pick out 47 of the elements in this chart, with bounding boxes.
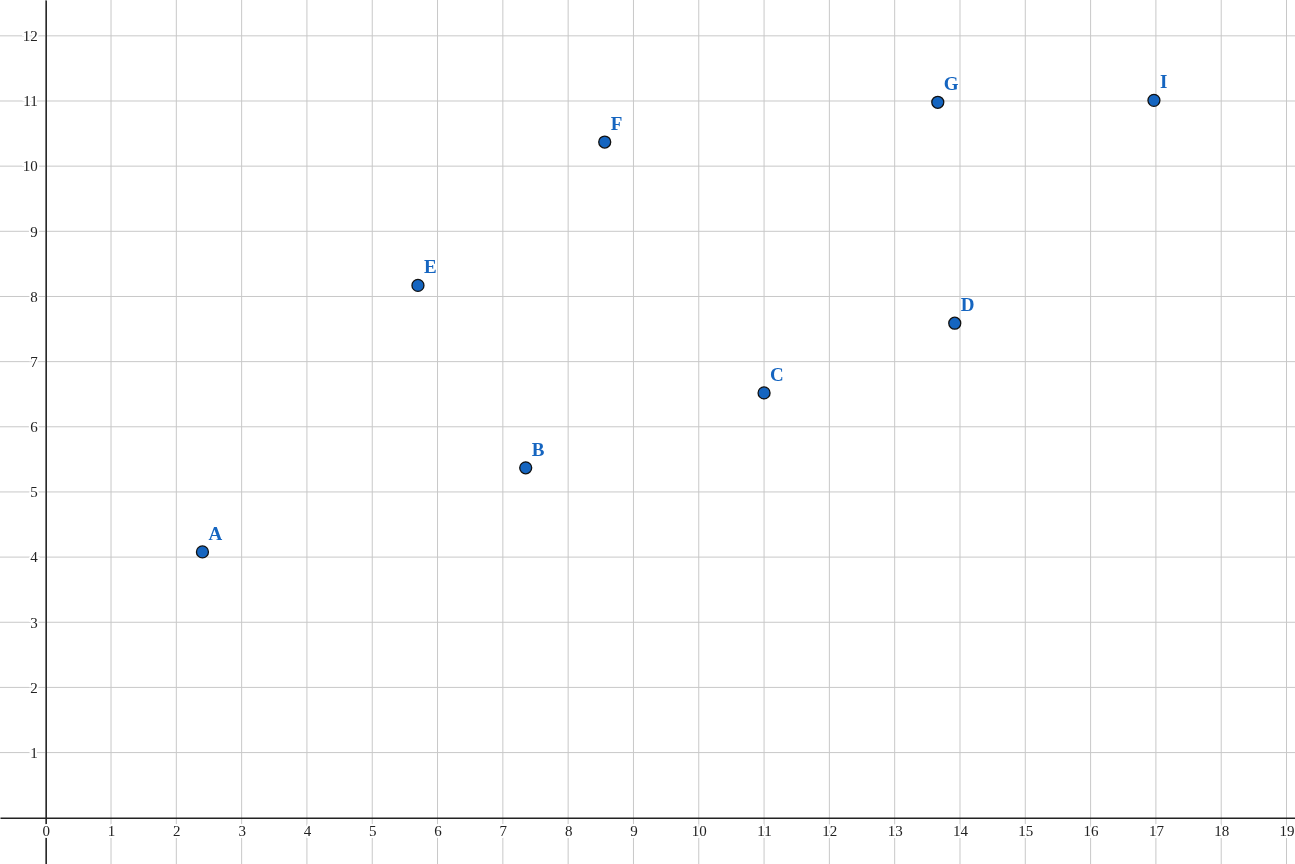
annotation: C [770, 363, 784, 385]
x-tick-label: 9 [630, 823, 638, 840]
x-tick-label: 4 [303, 823, 312, 840]
point [598, 135, 612, 149]
annotation: A [208, 522, 223, 544]
y-tick-label: 6 [30, 419, 39, 436]
y-tick-label: 3 [30, 614, 38, 631]
x-tick-label: 19 [1279, 823, 1295, 840]
point [931, 95, 945, 109]
x-tick-label: 3 [238, 823, 246, 840]
point [519, 461, 533, 475]
y-tick-label: 5 [30, 484, 38, 501]
x-tick-label: 12 [822, 823, 838, 840]
x-tick-label: 2 [173, 823, 181, 840]
x-tick-label: 13 [887, 823, 903, 840]
point [195, 545, 210, 559]
y-tick-label: 2 [30, 679, 38, 696]
x-tick-label: 7 [499, 823, 508, 840]
x-tick-label: 15 [1018, 823, 1034, 840]
point [757, 386, 771, 400]
x-tick-label: 16 [1083, 823, 1100, 840]
x-tick-label: 18 [1214, 823, 1230, 840]
y-tick-label: 9 [30, 223, 38, 240]
y-tick-label: 4 [30, 549, 39, 566]
point [1147, 93, 1161, 107]
x-tick-label: 11 [757, 823, 772, 840]
x-tick-label: 8 [564, 823, 573, 840]
annotation: D [960, 294, 975, 316]
annotation: B [531, 438, 545, 460]
x-tick-label: 1 [107, 823, 116, 840]
x-tick-label: 14 [952, 823, 969, 840]
point [411, 278, 425, 293]
annotation: E [423, 256, 437, 278]
x-tick-label: 10 [691, 823, 707, 840]
y-tick-label: 11 [23, 93, 38, 110]
x-tick-label: 17 [1148, 823, 1165, 840]
y-tick-label: 10 [22, 158, 38, 175]
y-tick-label: 12 [22, 28, 38, 45]
point [948, 316, 962, 330]
annotation: I [1159, 71, 1168, 93]
y-tick-label: 7 [30, 353, 39, 370]
x-tick-label: 5 [368, 823, 377, 840]
x-tick-label: 6 [434, 823, 443, 840]
y-tick-label: 1 [30, 744, 38, 761]
annotation: G [943, 73, 959, 95]
annotation: F [610, 113, 623, 135]
y-tick-label: 8 [30, 288, 38, 305]
